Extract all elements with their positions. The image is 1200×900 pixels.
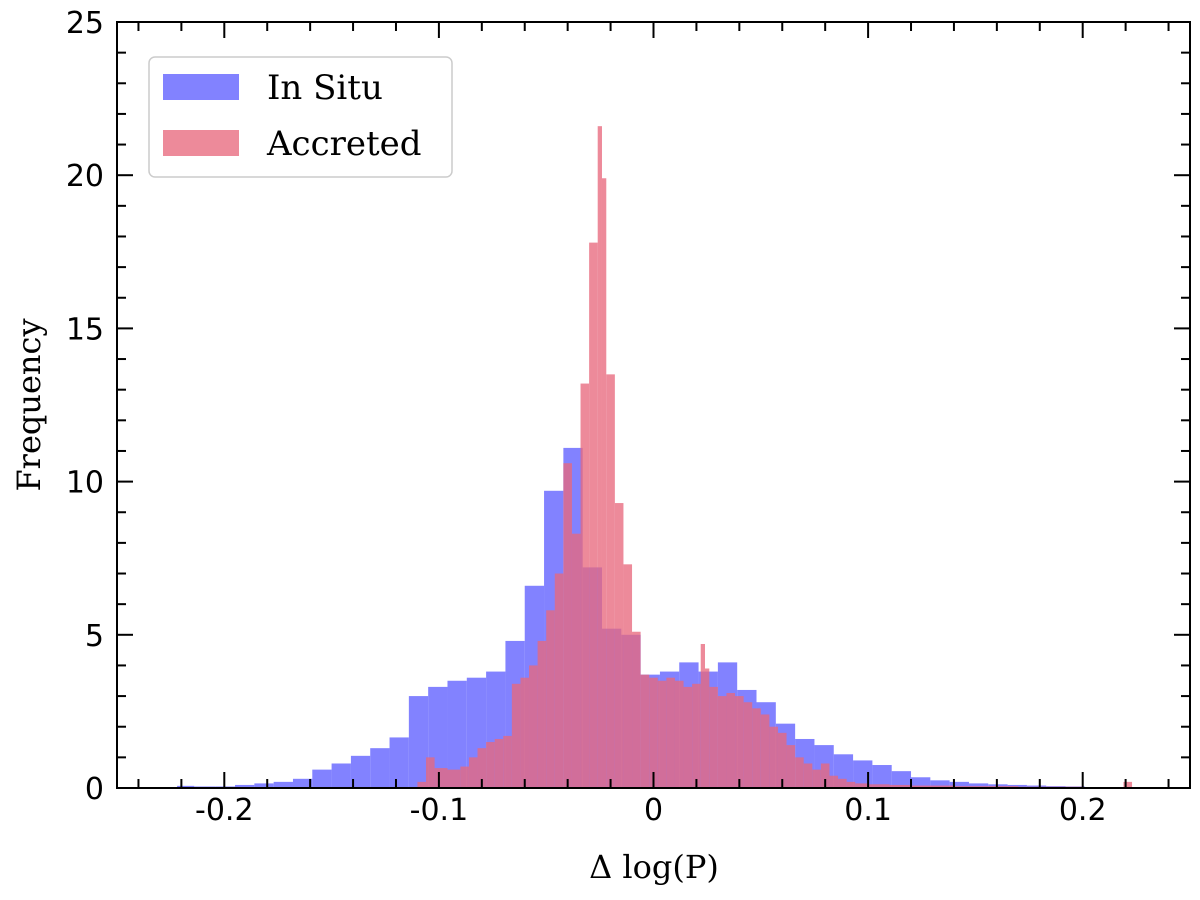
in-situ-bar	[350, 755, 371, 788]
legend: In Situ Accreted	[148, 56, 453, 178]
accreted-bar	[777, 732, 787, 788]
in-situ-bar	[312, 769, 332, 788]
legend-swatch-accreted	[163, 130, 239, 156]
accreted-bar	[812, 769, 821, 788]
accreted-bar	[477, 748, 487, 788]
y-tick-label: 15	[66, 312, 104, 347]
accreted-bar	[554, 573, 564, 788]
accreted-bar	[709, 686, 718, 788]
in-situ-bar	[254, 783, 274, 788]
accreted-bar	[486, 742, 495, 788]
legend-label-in-situ: In Situ	[267, 68, 383, 108]
accreted-bar	[468, 757, 478, 788]
accreted-bar	[494, 738, 504, 788]
accreted-bar	[511, 683, 521, 788]
accreted-bar	[846, 781, 856, 788]
accreted-bar	[735, 696, 744, 788]
accreted-bar	[580, 383, 590, 788]
y-tick-label: 20	[66, 159, 104, 194]
in-situ-bar	[930, 780, 950, 788]
accreted-bar	[563, 463, 572, 788]
accreted-bar	[911, 785, 954, 788]
accreted-bar	[606, 374, 615, 788]
in-situ-bar	[408, 696, 429, 788]
accreted-bar	[666, 677, 675, 788]
accreted-bar	[632, 631, 641, 788]
accreted-bars	[417, 126, 1133, 789]
accreted-bar	[529, 665, 538, 788]
accreted-bar	[434, 768, 448, 788]
accreted-bar	[705, 668, 710, 788]
in-situ-bar	[370, 748, 390, 788]
in-situ-bar	[447, 680, 467, 788]
accreted-bar	[717, 696, 727, 788]
y-tick-label: 0	[85, 772, 104, 807]
x-tick-labels: -0.2 -0.1 0 0.1 0.2	[195, 793, 1107, 828]
accreted-bar	[769, 726, 778, 788]
in-situ-bar	[273, 781, 293, 788]
x-axis-title: Δ log(P)	[589, 848, 719, 886]
accreted-bar	[623, 564, 633, 788]
accreted-bar	[460, 766, 469, 788]
accreted-bar	[803, 763, 813, 788]
accreted-bar	[589, 242, 598, 789]
x-tick-label: 0.2	[1059, 793, 1107, 828]
accreted-bar	[546, 610, 555, 788]
x-tick-label: 0.1	[844, 793, 892, 828]
accreted-bar	[855, 783, 869, 788]
y-tick-label: 25	[66, 6, 104, 41]
y-axis-title: Frequency	[10, 318, 48, 491]
accreted-bar	[760, 714, 770, 788]
accreted-bar	[614, 503, 624, 788]
accreted-bar	[786, 745, 796, 788]
in-situ-bar	[331, 763, 351, 788]
accreted-bar	[829, 775, 839, 788]
accreted-bar	[743, 702, 753, 788]
legend-swatch-in-situ	[163, 74, 239, 100]
accreted-bar	[889, 784, 912, 788]
accreted-bar	[640, 674, 650, 788]
in-situ-bar	[235, 784, 255, 788]
accreted-bar	[683, 686, 693, 788]
x-tick-label: -0.1	[410, 793, 469, 828]
accreted-bar	[571, 533, 581, 788]
accreted-bar	[692, 683, 701, 788]
in-situ-bar	[389, 737, 409, 788]
y-tick-label: 10	[66, 466, 104, 501]
in-situ-bar	[872, 765, 892, 788]
accreted-bar	[649, 677, 658, 788]
in-situ-bar	[911, 777, 931, 788]
accreted-bar	[447, 769, 461, 788]
accreted-bar	[868, 784, 890, 788]
in-situ-bar	[891, 771, 912, 788]
accreted-bar	[503, 735, 512, 788]
accreted-bar	[657, 680, 667, 788]
x-tick-label: -0.2	[195, 793, 254, 828]
in-situ-bar	[177, 785, 195, 788]
in-situ-bar	[292, 778, 313, 788]
accreted-bar	[820, 763, 830, 788]
accreted-bar	[1123, 781, 1133, 788]
legend-label-accreted: Accreted	[266, 124, 422, 164]
x-tick-label: 0	[644, 793, 663, 828]
accreted-bar	[795, 757, 804, 788]
in-situ-bar	[968, 783, 989, 788]
accreted-bar	[537, 640, 547, 788]
y-tick-labels: 0 5 10 15 20 25	[66, 6, 104, 807]
accreted-bar	[700, 643, 705, 788]
y-tick-label: 5	[85, 619, 104, 654]
accreted-bar	[597, 126, 602, 789]
axis-ticks	[117, 21, 1190, 789]
accreted-bar	[426, 757, 435, 788]
accreted-bar	[674, 680, 684, 788]
accreted-bar	[838, 778, 847, 788]
accreted-bar	[520, 677, 530, 788]
accreted-bar	[417, 781, 427, 788]
in-situ-bar	[949, 781, 969, 788]
accreted-bar	[752, 708, 761, 788]
accreted-bar	[602, 178, 607, 788]
accreted-bar	[726, 693, 736, 788]
